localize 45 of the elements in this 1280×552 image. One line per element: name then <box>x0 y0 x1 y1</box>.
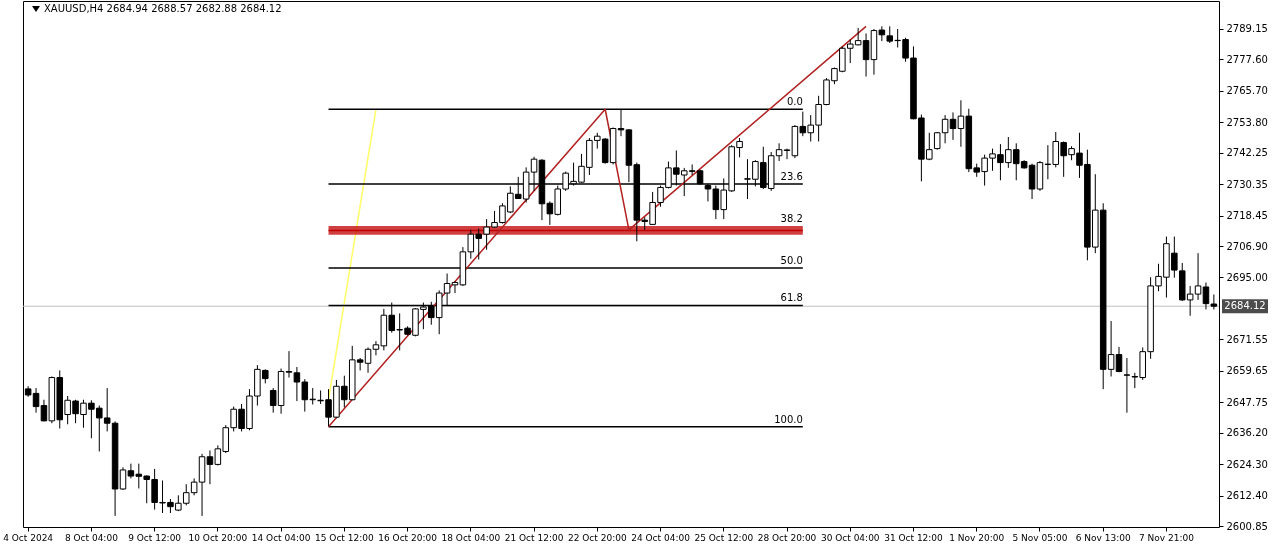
y-tick-label: 2612.40 <box>1226 490 1268 502</box>
x-tick-label: 14 Oct 04:00 <box>251 532 311 543</box>
x-tick-label: 5 Nov 05:00 <box>1012 532 1068 543</box>
x-tick-label: 6 Nov 13:00 <box>1075 532 1131 543</box>
y-tick-label: 2718.45 <box>1226 210 1268 222</box>
y-tick-label: 2671.55 <box>1226 333 1268 345</box>
x-tick-label: 8 Oct 04:00 <box>64 532 119 543</box>
x-tick-label: 22 Oct 20:00 <box>567 532 627 543</box>
series-label: 50.0 <box>780 254 803 266</box>
x-tick-label: 28 Oct 20:00 <box>757 532 817 543</box>
x-tick-label: 4 Oct 2024 <box>3 532 54 543</box>
y-tick-label: 2706.90 <box>1226 240 1268 252</box>
series-label: 61.8 <box>780 292 803 304</box>
x-tick-label: 21 Oct 12:00 <box>504 532 564 543</box>
y-tick-label: 2742.25 <box>1226 147 1268 159</box>
series-label: 100.0 <box>774 413 803 425</box>
y-tick-label: 2600.85 <box>1226 520 1268 532</box>
x-tick-label: 9 Oct 12:00 <box>128 532 182 543</box>
x-tick-label: 30 Oct 04:00 <box>820 532 880 543</box>
x-tick-label: 15 Oct 12:00 <box>315 532 374 543</box>
x-tick-label: 24 Oct 04:00 <box>631 532 691 543</box>
chart-title: XAUUSD,H4 2684.94 2688.57 2682.88 2684.12 <box>44 3 282 14</box>
y-tick-label: 2647.75 <box>1226 396 1268 408</box>
y-tick-label: 2777.60 <box>1226 53 1268 65</box>
y-tick-label: 2624.30 <box>1226 458 1268 470</box>
x-tick-label: 16 Oct 20:00 <box>378 532 438 543</box>
series-label: 0.0 <box>786 96 803 108</box>
x-tick-label: 10 Oct 20:00 <box>188 532 248 543</box>
y-tick-label: 2636.20 <box>1226 427 1268 439</box>
x-tick-label: 7 Nov 21:00 <box>1138 532 1195 543</box>
x-tick-label: 18 Oct 04:00 <box>441 532 501 543</box>
series-label: 23.6 <box>780 170 803 182</box>
x-tick-label: 31 Oct 12:00 <box>884 532 944 543</box>
x-tick-label: 25 Oct 12:00 <box>694 532 754 543</box>
y-tick-label: 2659.65 <box>1226 365 1268 377</box>
y-tick-label: 2789.15 <box>1226 23 1268 35</box>
ref-line-label: 2684.12 <box>1224 300 1266 312</box>
series-label: 38.2 <box>780 212 803 224</box>
y-tick-label: 2730.35 <box>1226 178 1268 190</box>
y-tick-label: 2695.00 <box>1226 271 1268 283</box>
x-tick-label: 1 Nov 20:00 <box>949 532 1005 543</box>
y-tick-label: 2765.70 <box>1226 85 1268 97</box>
line-series <box>327 25 867 428</box>
candlestick <box>1123 357 1131 414</box>
y-tick-label: 2753.80 <box>1226 116 1268 128</box>
